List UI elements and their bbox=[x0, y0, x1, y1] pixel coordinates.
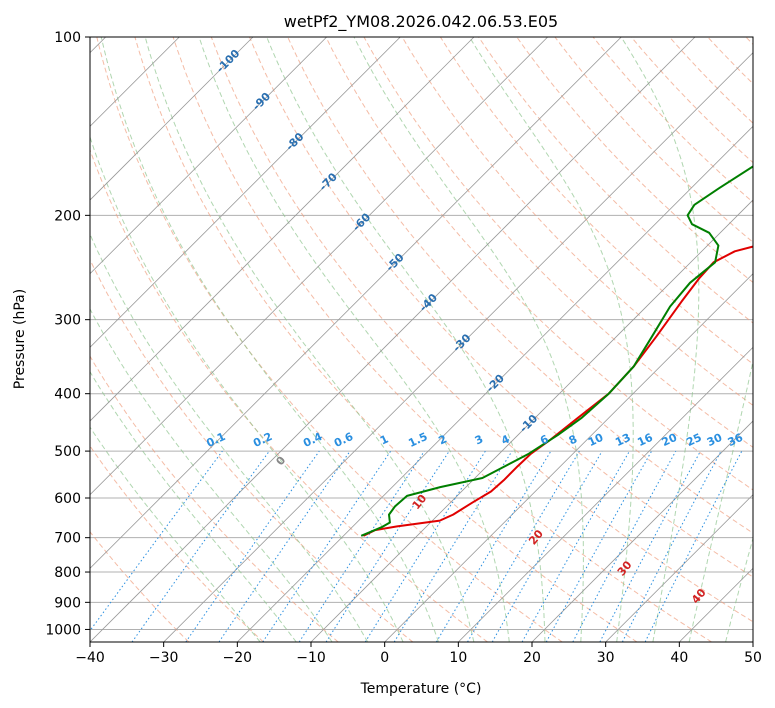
dry-adiabat bbox=[210, 37, 753, 623]
plot-area bbox=[90, 37, 753, 642]
mixing-ratio-line bbox=[218, 450, 351, 642]
isotherm bbox=[384, 273, 753, 642]
dewpoint-profile-line bbox=[360, 165, 753, 537]
isotherm bbox=[90, 37, 622, 569]
y-axis-label: Pressure (hPa) bbox=[12, 289, 28, 389]
moist-adiabat bbox=[90, 232, 369, 642]
dry-adiabat bbox=[90, 531, 190, 642]
y-tick-label: 400 bbox=[54, 387, 81, 403]
y-tick-label: 1000 bbox=[45, 622, 81, 638]
dry-adiabat bbox=[516, 37, 753, 284]
isotherm bbox=[310, 199, 753, 642]
x-tick-label: −40 bbox=[75, 650, 105, 666]
isotherm bbox=[90, 37, 475, 422]
isotherm bbox=[163, 52, 753, 642]
x-tick-label: 40 bbox=[670, 650, 688, 666]
moist-adiabat bbox=[688, 358, 753, 642]
sounding-profiles bbox=[360, 165, 753, 537]
isotherm bbox=[605, 494, 753, 642]
moist-adiabat bbox=[198, 37, 510, 642]
chart-title: wetPf2_YM08.2026.042.06.53.E05 bbox=[284, 12, 558, 32]
x-tick-label: 50 bbox=[744, 650, 762, 666]
y-tick-label: 500 bbox=[54, 444, 81, 460]
dry-adiabat bbox=[401, 37, 753, 406]
mixing-ratio-label: 36 bbox=[726, 431, 746, 449]
mixing-ratio-label: 13 bbox=[613, 431, 632, 449]
x-tick-label: 10 bbox=[449, 650, 467, 666]
moist-adiabat bbox=[266, 37, 546, 642]
y-tick-label: 600 bbox=[54, 491, 81, 507]
y-tick-label: 900 bbox=[54, 595, 81, 611]
isotherm bbox=[90, 37, 401, 348]
mixing-ratio-line bbox=[545, 450, 653, 642]
dry-adiabat bbox=[90, 148, 488, 642]
dry-adiabat bbox=[325, 37, 753, 491]
dry-adiabat bbox=[439, 37, 753, 365]
mixing-ratio-line bbox=[131, 450, 270, 642]
y-axis-ticks: 100 200 300 400 500 600 700 800 900 1000 bbox=[45, 30, 90, 638]
isotherm bbox=[90, 37, 696, 642]
moist-adiabat bbox=[469, 37, 634, 642]
mixing-ratio-line bbox=[262, 450, 392, 642]
isotherm bbox=[90, 37, 327, 275]
y-tick-label: 800 bbox=[54, 565, 81, 581]
x-tick-label: −10 bbox=[296, 650, 326, 666]
moist-adiabat bbox=[620, 37, 700, 642]
dry-adiabat bbox=[134, 37, 638, 642]
mixing-ratio-line bbox=[325, 450, 450, 642]
dry-adiabat bbox=[96, 37, 563, 642]
isotherm bbox=[531, 420, 753, 642]
isotherm bbox=[90, 37, 254, 201]
y-tick-label: 200 bbox=[54, 208, 81, 224]
x-tick-label: −20 bbox=[223, 650, 253, 666]
moist-adiabat bbox=[90, 135, 404, 642]
mixing-ratio-label: 16 bbox=[635, 431, 655, 449]
mixing-ratio-label: 25 bbox=[684, 431, 703, 449]
mixing-ratio-line bbox=[521, 450, 630, 642]
isotherm bbox=[458, 346, 753, 642]
y-tick-label: 300 bbox=[54, 313, 81, 329]
dry-adiabat bbox=[90, 258, 414, 642]
mixing-ratio-label: 20 bbox=[660, 431, 680, 449]
dry-adiabat bbox=[90, 355, 339, 642]
plot-frame bbox=[89, 36, 754, 643]
dry-adiabat bbox=[90, 445, 264, 642]
isotherm bbox=[237, 125, 753, 642]
y-tick-label: 100 bbox=[54, 30, 81, 46]
x-tick-label: 0 bbox=[380, 650, 389, 666]
temperature-profile-line bbox=[362, 245, 753, 537]
isotherm bbox=[90, 37, 548, 496]
x-tick-label: −30 bbox=[149, 650, 179, 666]
mixing-ratio-line bbox=[185, 450, 320, 642]
y-tick-label: 700 bbox=[54, 531, 81, 547]
moist-adiabat bbox=[90, 370, 297, 642]
x-tick-label: 20 bbox=[523, 650, 541, 666]
x-axis-ticks: −40 −30 −20 −10 0 10 20 30 40 50 bbox=[75, 642, 762, 666]
mixing-ratio-line bbox=[572, 450, 677, 642]
mixing-ratio-line bbox=[90, 450, 223, 632]
x-tick-label: 30 bbox=[597, 650, 615, 666]
dry-adiabat bbox=[249, 37, 753, 578]
mixing-ratio-line bbox=[298, 450, 425, 642]
moist-adiabat bbox=[100, 37, 439, 642]
mixing-ratio-label: 30 bbox=[705, 431, 725, 449]
moist-adiabat bbox=[144, 37, 475, 642]
mixing-ratio-line bbox=[644, 450, 743, 642]
mixing-ratio-label: 10 bbox=[586, 431, 606, 449]
moist-adiabat bbox=[90, 308, 333, 642]
x-axis-label: Temperature (°C) bbox=[360, 681, 482, 697]
background-lines bbox=[90, 37, 753, 642]
